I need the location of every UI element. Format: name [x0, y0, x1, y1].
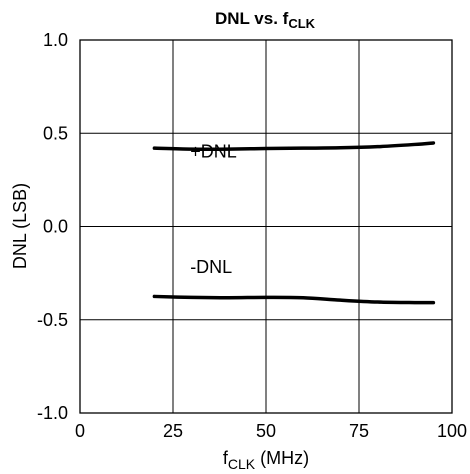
x-tick-label: 50 — [256, 421, 276, 441]
x-axis-label-main: f — [223, 448, 229, 468]
plot-frame — [79, 39, 453, 414]
chart-title: DNL vs. fCLK — [215, 9, 316, 31]
x-tick-label: 100 — [437, 421, 467, 441]
x-axis-label-suffix: (MHz) — [255, 448, 309, 468]
x-axis-label-subscript: CLK — [228, 456, 256, 472]
y-tick-label: 0.0 — [43, 217, 68, 237]
y-tick-label: -1.0 — [37, 403, 68, 423]
chart-title-subscript: CLK — [288, 16, 315, 31]
grid — [80, 40, 452, 413]
series-label: +DNL — [190, 141, 237, 161]
y-tick-label: 0.5 — [43, 123, 68, 143]
x-tick-label: 0 — [75, 421, 85, 441]
x-tick-labels: 0 25 50 75 100 — [75, 421, 467, 441]
y-axis-label: DNL (LSB) — [10, 183, 30, 269]
x-axis-label: fCLK (MHz) — [223, 448, 309, 472]
y-tick-label: -0.5 — [37, 310, 68, 330]
y-tick-label: 1.0 — [43, 30, 68, 50]
series-labels: +DNL -DNL — [190, 141, 237, 277]
chart-title-main: DNL vs. f — [215, 9, 289, 28]
series-line-dnl-pos — [152, 141, 436, 151]
series-lines — [152, 141, 436, 305]
series-line-dnl-neg — [152, 294, 436, 305]
y-tick-labels: 1.0 0.5 0.0 -0.5 -1.0 — [37, 30, 68, 423]
x-tick-label: 75 — [349, 421, 369, 441]
x-tick-label: 25 — [163, 421, 183, 441]
series-label: -DNL — [190, 257, 232, 277]
